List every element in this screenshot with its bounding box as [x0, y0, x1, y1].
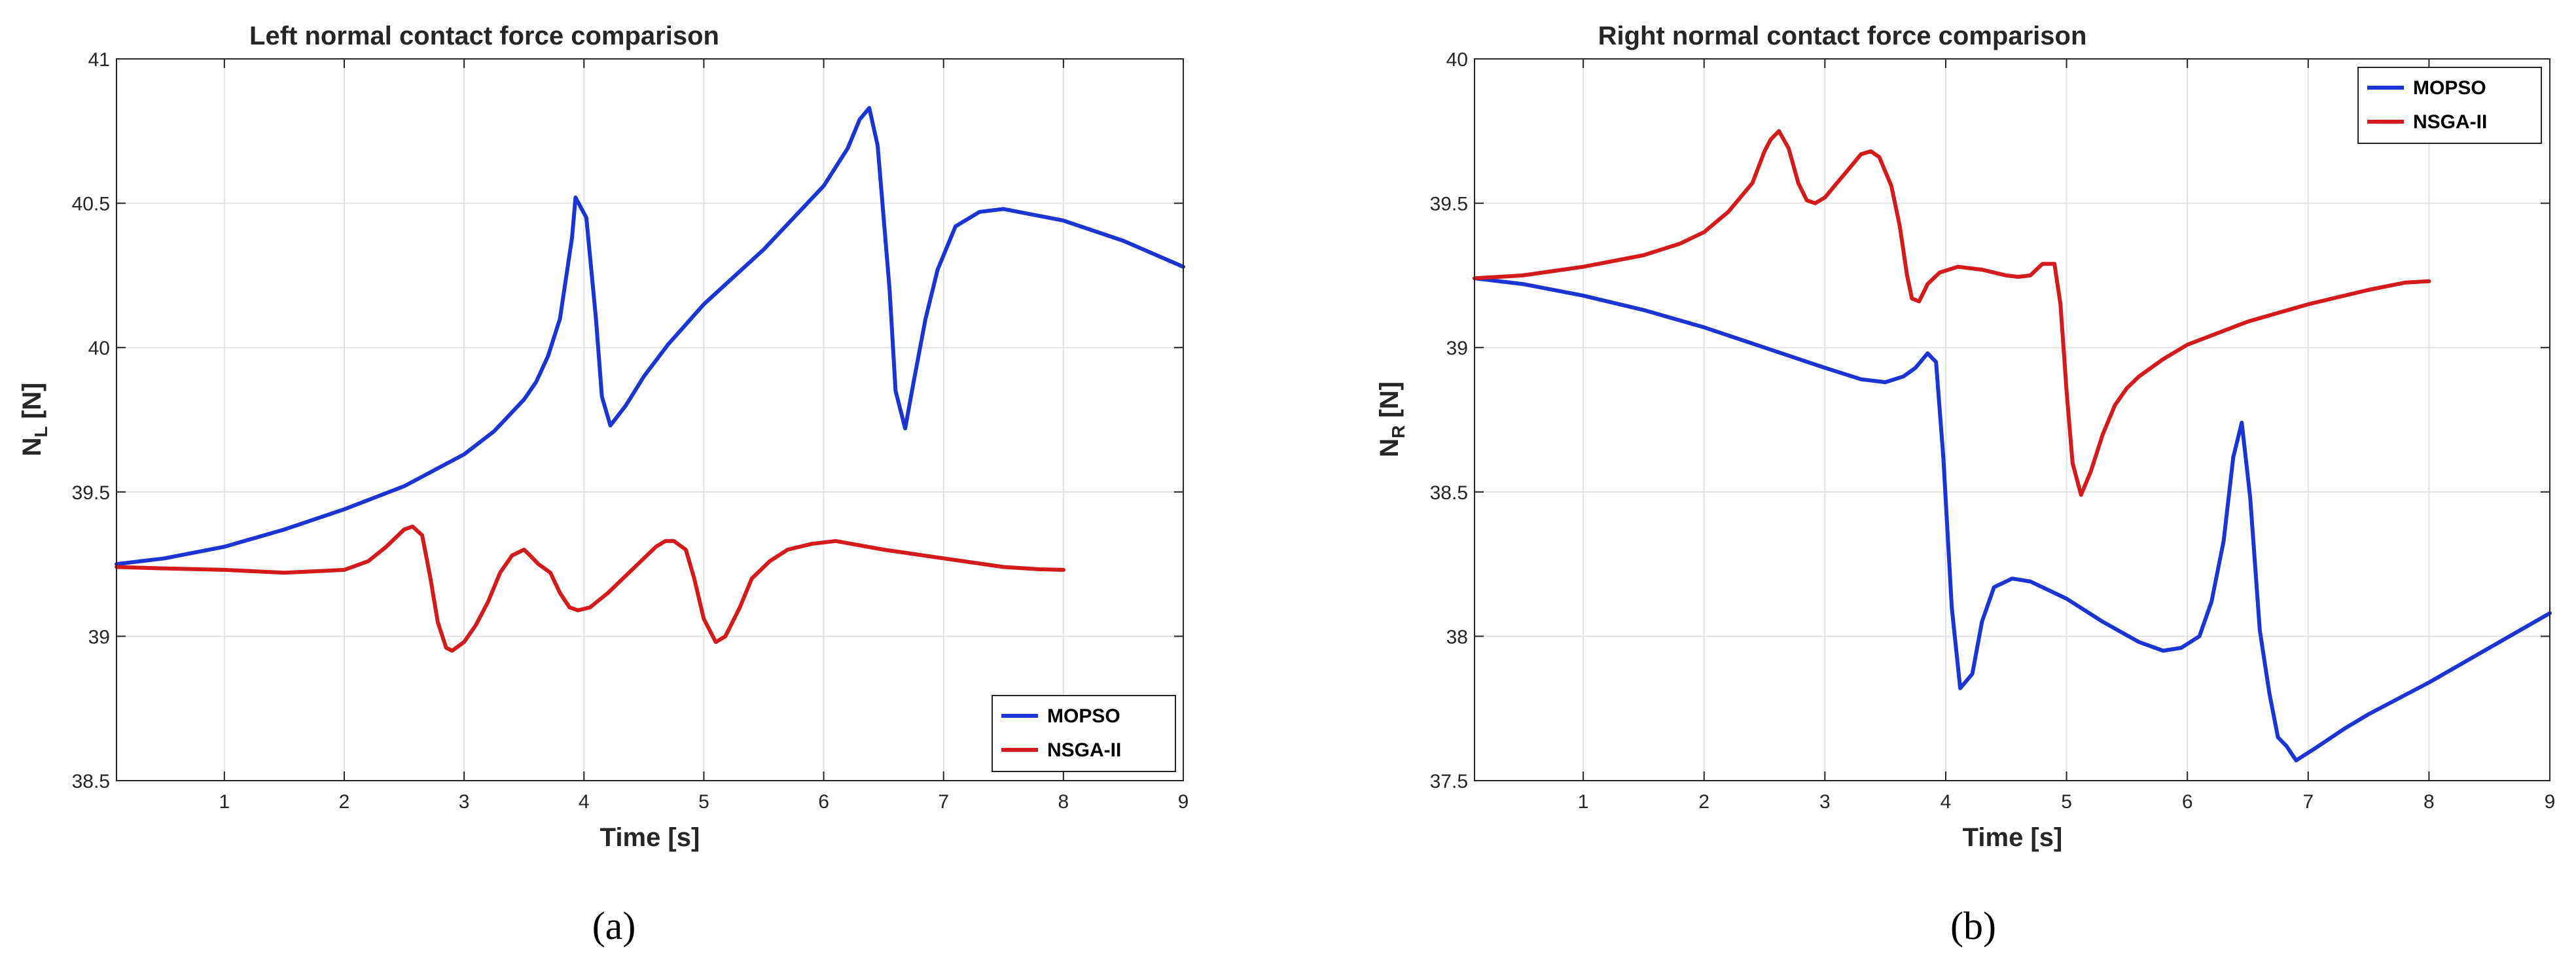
legend: MOPSO NSGA-II — [992, 695, 1176, 772]
y-tick-label: 39.5 — [1430, 194, 1468, 215]
x-axis-label: Time [s] — [600, 823, 700, 852]
plot-frame — [116, 58, 1184, 781]
x-tick-label: 4 — [579, 791, 590, 813]
x-tick-label: 1 — [1578, 791, 1589, 813]
x-tick-label: 8 — [1058, 791, 1069, 813]
plot-frame — [1474, 58, 2550, 781]
y-axis-label: NL [N] — [18, 383, 51, 457]
legend-entry-mopso: MOPSO — [1047, 705, 1120, 727]
legend-entry-nsga-ii: NSGA-II — [2413, 111, 2487, 133]
x-tick-label: 6 — [818, 791, 829, 813]
y-tick-label: 38 — [1446, 626, 1468, 648]
y-axis-label-unit: [N] — [18, 383, 46, 419]
series-line-nsga-ii — [115, 524, 1065, 653]
y-axis-label-sub: R — [1388, 425, 1408, 438]
series-line-nsga-ii — [1473, 129, 2431, 497]
y-tick-label: 37.5 — [1430, 771, 1468, 792]
legend-entry-mopso: MOPSO — [2413, 77, 2486, 99]
x-tick-label: 9 — [1178, 791, 1189, 813]
panel-caption: (b) — [1950, 904, 1996, 947]
x-tick-label: 5 — [698, 791, 709, 813]
y-tick-label: 38.5 — [72, 771, 110, 792]
x-tick-label: 2 — [1698, 791, 1709, 813]
chart-title: Right normal contact force comparison — [1598, 22, 2087, 50]
x-axis-label: Time [s] — [1963, 823, 2063, 852]
y-axis-label-space — [18, 419, 46, 426]
chart-title: Left normal contact force comparison — [249, 22, 719, 50]
series-line-mopso — [115, 106, 1185, 567]
right-force-chart: Right normal contact force comparison 1 2… — [1375, 22, 2555, 947]
x-tick-label: 3 — [459, 791, 470, 813]
left-force-chart: Left normal contact force comparison 1 2 3… — [18, 22, 1189, 947]
y-axis-label-space — [1375, 418, 1404, 425]
legend-box — [2357, 67, 2542, 144]
y-tick-label: 41 — [88, 49, 110, 71]
y-tick-label: 40 — [88, 338, 110, 359]
x-tick-label: 3 — [1819, 791, 1831, 813]
x-tick-label: 7 — [2302, 791, 2314, 813]
x-tick-label: 6 — [2182, 791, 2193, 813]
x-tick-label: 1 — [219, 791, 230, 813]
series-line-mopso — [1473, 276, 2552, 763]
y-tick-label: 39.5 — [72, 482, 110, 504]
legend: MOPSO NSGA-II — [2357, 67, 2542, 144]
x-tick-label: 2 — [339, 791, 350, 813]
y-tick-label: 40 — [1446, 49, 1468, 71]
x-tick-label: 8 — [2424, 791, 2435, 813]
x-tick-label: 9 — [2545, 791, 2556, 813]
y-axis-label-unit: [N] — [1375, 381, 1404, 418]
y-axis-label-sub: L — [31, 426, 51, 437]
x-tick-label: 7 — [938, 791, 949, 813]
legend-entry-nsga-ii: NSGA-II — [1047, 739, 1121, 761]
y-tick-label: 38.5 — [1430, 482, 1468, 504]
panel-caption: (a) — [592, 904, 636, 947]
y-axis-label: NR [N] — [1375, 381, 1408, 457]
y-tick-label: 40.5 — [72, 194, 110, 215]
x-tick-label: 5 — [2061, 791, 2072, 813]
legend-box — [992, 695, 1176, 772]
y-axis-label-main: N — [18, 437, 46, 456]
y-tick-label: 39 — [88, 626, 110, 648]
y-tick-label: 39 — [1446, 338, 1468, 359]
x-tick-label: 4 — [1941, 791, 1952, 813]
y-axis-label-main: N — [1375, 438, 1404, 457]
